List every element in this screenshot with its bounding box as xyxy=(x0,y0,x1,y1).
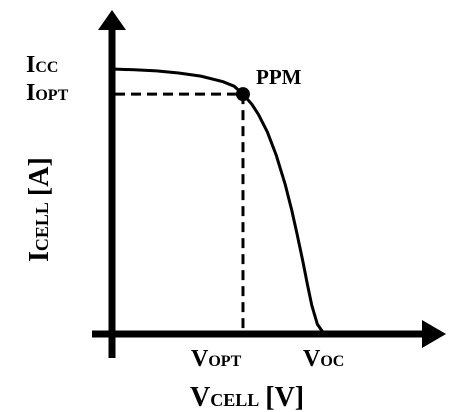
x-label-vopt: VOPT xyxy=(191,346,242,372)
y-axis-arrow xyxy=(98,10,126,30)
x-axis-title: VCELL [V] xyxy=(190,382,304,412)
iv-curve-line xyxy=(111,67,328,336)
y-label-iopt: IOPT xyxy=(26,80,69,106)
point-label-ppm: PPM xyxy=(256,65,302,89)
mpp-point xyxy=(235,87,250,102)
y-axis-title: ICELL[A] xyxy=(24,157,55,262)
y-label-isc: ICC xyxy=(26,52,58,78)
x-label-voc: VOC xyxy=(303,346,344,372)
x-axis-arrow xyxy=(422,320,446,348)
